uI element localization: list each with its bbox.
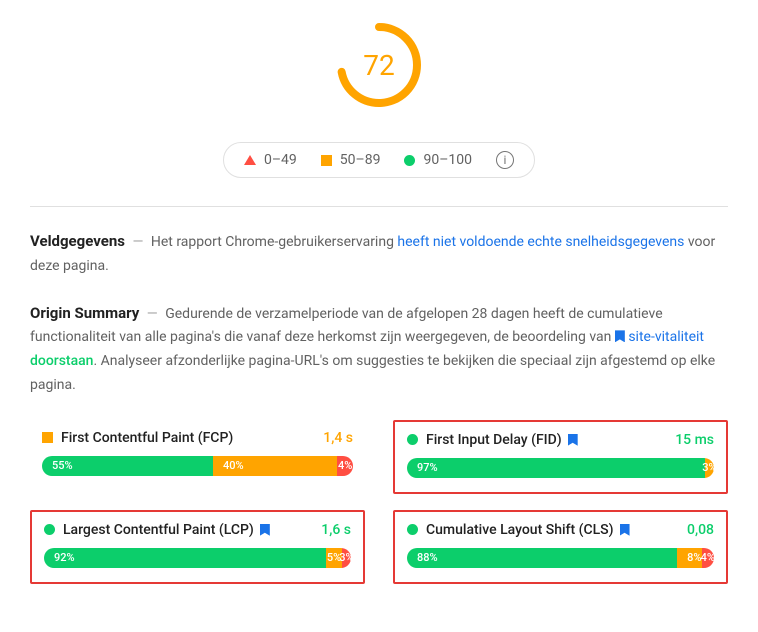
metric-name: Largest Contentful Paint (LCP) bbox=[63, 522, 313, 538]
dist-segment: 3% bbox=[705, 458, 714, 478]
origin-link[interactable]: site-vitaliteit bbox=[628, 329, 704, 345]
legend-good-range: 90–100 bbox=[423, 152, 472, 168]
bookmark-icon bbox=[615, 330, 625, 342]
metric-fid: First Input Delay (FID) 15 ms 97%3% bbox=[393, 420, 728, 494]
info-icon[interactable]: i bbox=[496, 151, 514, 169]
dash: — bbox=[147, 306, 158, 322]
section-divider bbox=[30, 206, 728, 207]
metric-name: First Input Delay (FID) bbox=[426, 432, 667, 448]
score-legend: 0–49 50–89 90–100 i bbox=[223, 142, 535, 178]
legend-poor: 0–49 bbox=[244, 152, 297, 168]
distribution-bar: 97%3% bbox=[407, 458, 714, 478]
field-data-section: Veldgegevens — Het rapport Chrome-gebrui… bbox=[30, 229, 728, 279]
score-legend-container: 0–49 50–89 90–100 i bbox=[30, 142, 728, 178]
circle-icon bbox=[404, 155, 415, 166]
bookmark-icon bbox=[260, 524, 270, 536]
dist-segment: 4% bbox=[337, 456, 353, 476]
metric-head: Cumulative Layout Shift (CLS) 0,08 bbox=[407, 522, 714, 538]
circle-icon bbox=[44, 524, 55, 535]
legend-average: 50–89 bbox=[321, 152, 381, 168]
bookmark-icon bbox=[568, 434, 578, 446]
dist-segment: 3% bbox=[342, 548, 351, 568]
circle-icon bbox=[407, 434, 418, 445]
distribution-bar: 55%40%4% bbox=[42, 456, 353, 476]
metric-value: 0,08 bbox=[687, 522, 714, 538]
square-icon bbox=[42, 432, 53, 443]
legend-poor-range: 0–49 bbox=[264, 152, 297, 168]
dist-segment: 88% bbox=[407, 548, 677, 568]
metric-value: 15 ms bbox=[675, 432, 714, 448]
metric-name: Cumulative Layout Shift (CLS) bbox=[426, 522, 679, 538]
legend-avg-range: 50–89 bbox=[340, 152, 381, 168]
metric-value: 1,4 s bbox=[323, 430, 353, 446]
score-gauge-container: 72 bbox=[30, 20, 728, 110]
distribution-bar: 92%5%3% bbox=[44, 548, 351, 568]
score-value: 72 bbox=[334, 20, 424, 110]
triangle-icon bbox=[244, 155, 256, 165]
field-data-link[interactable]: heeft niet voldoende echte snelheidsgege… bbox=[397, 234, 684, 250]
legend-good: 90–100 bbox=[404, 152, 472, 168]
dist-segment: 40% bbox=[213, 456, 337, 476]
origin-passed: doorstaan bbox=[30, 353, 93, 369]
dist-segment: 55% bbox=[42, 456, 213, 476]
origin-p2: . Analyseer afzonderlijke pagina-URL's o… bbox=[30, 353, 715, 393]
dist-segment: 97% bbox=[407, 458, 705, 478]
origin-heading: Origin Summary bbox=[30, 304, 139, 322]
metrics-grid: First Contentful Paint (FCP)1,4 s55%40%4… bbox=[30, 420, 728, 584]
metric-lcp: Largest Contentful Paint (LCP) 1,6 s 92%5%… bbox=[30, 510, 365, 584]
metric-cls: Cumulative Layout Shift (CLS) 0,08 88%8%4% bbox=[393, 510, 728, 584]
metric-name-text: Cumulative Layout Shift (CLS) bbox=[426, 522, 614, 538]
metric-name-text: First Input Delay (FID) bbox=[426, 432, 562, 448]
metric-name-text: First Contentful Paint (FCP) bbox=[61, 430, 233, 446]
dist-segment: 92% bbox=[44, 548, 326, 568]
dist-segment: 8% bbox=[677, 548, 702, 568]
square-icon bbox=[321, 155, 332, 166]
field-data-text-before: Het rapport Chrome-gebruikerservaring bbox=[151, 234, 394, 250]
metric-head: First Input Delay (FID) 15 ms bbox=[407, 432, 714, 448]
dash: — bbox=[132, 234, 143, 250]
metric-fcp: First Contentful Paint (FCP) 1,4 s 55%40%4… bbox=[30, 420, 365, 494]
origin-summary-section: Origin Summary — Gedurende de verzamelpe… bbox=[30, 301, 728, 398]
dist-segment: 4% bbox=[702, 548, 714, 568]
metric-name-text: Largest Contentful Paint (LCP) bbox=[63, 522, 254, 538]
distribution-bar: 88%8%4% bbox=[407, 548, 714, 568]
metric-head: First Contentful Paint (FCP) 1,4 s bbox=[42, 430, 353, 446]
field-data-heading: Veldgegevens bbox=[30, 232, 125, 250]
metric-name: First Contentful Paint (FCP) bbox=[61, 430, 315, 446]
score-gauge: 72 bbox=[334, 20, 424, 110]
bookmark-icon bbox=[620, 524, 630, 536]
metric-head: Largest Contentful Paint (LCP) 1,6 s bbox=[44, 522, 351, 538]
metric-value: 1,6 s bbox=[321, 522, 351, 538]
circle-icon bbox=[407, 524, 418, 535]
